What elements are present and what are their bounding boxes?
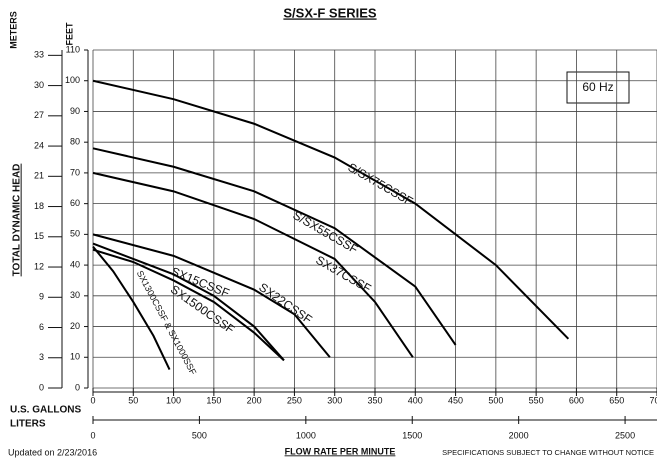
pump-curve [92, 246, 171, 370]
y-axis-title: TOTAL DYNAMIC HEAD [12, 164, 23, 277]
x-tick-label: 600 [569, 395, 584, 405]
chart-title: S/SX-F SERIES [283, 5, 377, 20]
x-tick-label: 650 [609, 395, 624, 405]
curve-label: SX22CSSF [256, 280, 314, 327]
x2-tick-label: 0 [90, 430, 95, 440]
y2-tick-label: 30 [34, 80, 44, 90]
x2-tick-label: 1500 [402, 430, 422, 440]
annotation: 60 Hz [582, 80, 613, 94]
y-tick-label: 80 [70, 137, 80, 147]
y-tick-label: 30 [70, 290, 80, 300]
pump-curve [92, 233, 331, 358]
y2-tick-label: 21 [34, 171, 44, 181]
x-tick-label: 350 [367, 395, 382, 405]
y-tick-label: 10 [70, 352, 80, 362]
x-tick-label: 100 [166, 395, 181, 405]
y2-tick-label: 6 [39, 322, 44, 332]
y2-tick-label: 33 [34, 50, 44, 60]
y2-tick-label: 27 [34, 110, 44, 120]
y-unit: FEET [64, 22, 74, 46]
y2-tick-label: 15 [34, 231, 44, 241]
footer-right: SPECIFICATIONS SUBJECT TO CHANGE WITHOUT… [442, 448, 654, 457]
x-tick-label: 700 [649, 395, 657, 405]
x-tick-label: 150 [206, 395, 221, 405]
annotation-box [566, 71, 630, 104]
y2-tick-label: 24 [34, 140, 44, 150]
y2-tick-label: 18 [34, 201, 44, 211]
pump-curve [92, 147, 457, 346]
y-tick-label: 60 [70, 198, 80, 208]
x-tick-label: 550 [529, 395, 544, 405]
y-tick-label: 20 [70, 321, 80, 331]
x2-unit: LITERS [10, 419, 46, 430]
y2-tick-label: 3 [39, 352, 44, 362]
x-tick-label: 50 [128, 395, 138, 405]
x-tick-label: 200 [247, 395, 262, 405]
y-tick-label: 70 [70, 167, 80, 177]
x2-tick-label: 1000 [296, 430, 316, 440]
y2-unit: METERS [8, 11, 18, 49]
footer-left: Updated on 2/23/2016 [8, 447, 97, 457]
x-tick-label: 450 [448, 395, 463, 405]
x-unit: U.S. GALLONS [10, 405, 81, 416]
y-tick-label: 40 [70, 259, 80, 269]
x-tick-label: 300 [327, 395, 342, 405]
curve-label: S/SX75CSSF [345, 160, 415, 208]
y2-tick-label: 0 [39, 382, 44, 392]
x-tick-label: 500 [488, 395, 503, 405]
y2-tick-label: 12 [34, 261, 44, 271]
pump-curve [92, 171, 414, 358]
pump-curve [92, 248, 285, 362]
y-tick-label: 50 [70, 229, 80, 239]
y-tick-label: 110 [66, 44, 80, 54]
pump-curve [92, 79, 570, 340]
x2-tick-label: 500 [192, 430, 207, 440]
x2-tick-label: 2500 [615, 430, 635, 440]
y-tick-label: 0 [75, 382, 80, 392]
curve-label: S/SX55CSSF [290, 208, 360, 256]
x-tick-label: 250 [287, 395, 302, 405]
x-tick-label: 400 [408, 395, 423, 405]
x-tick-label: 0 [90, 395, 95, 405]
pump-curve [92, 242, 285, 362]
y-tick-label: 100 [65, 75, 80, 85]
curve-label: SX37CSSF [313, 253, 373, 296]
x-axis-title: FLOW RATE PER MINUTE [285, 446, 396, 456]
y2-tick-label: 9 [39, 292, 44, 302]
y-tick-label: 90 [70, 106, 80, 116]
x2-tick-label: 2000 [509, 430, 529, 440]
